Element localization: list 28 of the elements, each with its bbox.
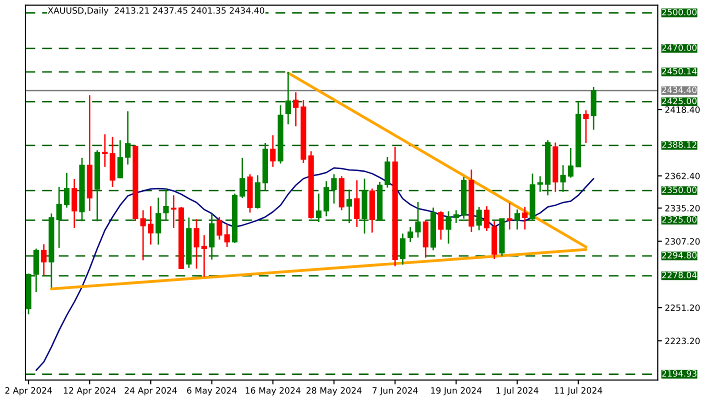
y-tick-label: 2418.40 — [665, 106, 700, 113]
x-tick-label: 11 Jul 2024 — [554, 387, 602, 396]
ref-line-label: 2350.00 — [662, 186, 697, 194]
x-tick-label: 12 Apr 2024 — [64, 387, 116, 396]
y-tick-label: 2335.20 — [665, 204, 700, 212]
x-tick-label: 6 May 2024 — [187, 387, 237, 396]
ref-line-label: 2500.00 — [662, 8, 697, 16]
x-tick-label: 7 Jun 2024 — [372, 387, 418, 396]
ref-line-label: 2278.04 — [662, 272, 697, 278]
ref-line-label: 2388.12 — [662, 141, 696, 148]
y-tick-label: 2223.20 — [665, 338, 700, 344]
y-tick-label: 2362.40 — [665, 172, 700, 180]
ref-line-label: 2434.40 — [662, 86, 697, 94]
x-tick-label: 28 May 2024 — [306, 387, 362, 396]
ref-line-label: 2450.14 — [662, 68, 697, 74]
y-tick-label: 2251.20 — [665, 304, 700, 311]
x-tick-label: 19 Jun 2024 — [431, 387, 482, 396]
y-tick-label: 2307.20 — [665, 238, 700, 245]
x-tick-label: 1 Jul 2024 — [496, 387, 538, 396]
x-tick-label: 24 Apr 2024 — [124, 387, 177, 396]
x-tick-label: 16 May 2024 — [246, 387, 300, 396]
ref-line-label: 2294.80 — [662, 252, 697, 258]
ref-line-label: 2194.93 — [662, 370, 696, 377]
x-tick-label: 2 Apr 2024 — [5, 387, 52, 396]
ref-line-label: 2470.00 — [662, 44, 697, 51]
chart-title: XAUUSD,Daily 2413.21 2437.45 2401.35 2434.40 — [48, 7, 264, 16]
ref-line-label: 2325.00 — [662, 216, 697, 223]
ref-line-label: 2425.00 — [662, 98, 697, 104]
